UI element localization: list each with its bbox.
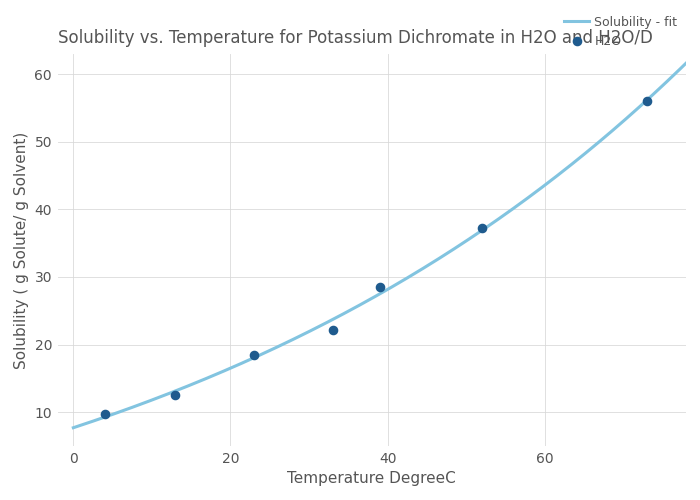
Solubility - fit bbox=[571, 158, 580, 164]
Solubility - fit bbox=[400, 276, 409, 282]
Solubility - fit bbox=[667, 74, 676, 80]
Legend: Solubility - fit, H2O: Solubility - fit, H2O bbox=[562, 13, 680, 51]
X-axis label: Temperature DegreeC: Temperature DegreeC bbox=[288, 471, 456, 486]
Y-axis label: Solubility ( g Solute/ g Solvent): Solubility ( g Solute/ g Solvent) bbox=[14, 132, 29, 368]
Text: Solubility vs. Temperature for Potassium Dichromate in H2O and H2O/D: Solubility vs. Temperature for Potassium… bbox=[57, 28, 652, 46]
Solubility - fit bbox=[434, 256, 442, 262]
H2O bbox=[327, 326, 338, 334]
H2O bbox=[476, 224, 487, 232]
H2O bbox=[641, 97, 652, 105]
Solubility - fit bbox=[69, 424, 78, 430]
Solubility - fit bbox=[364, 298, 372, 304]
H2O bbox=[374, 283, 385, 291]
H2O bbox=[99, 410, 111, 418]
H2O bbox=[170, 392, 181, 400]
H2O bbox=[248, 350, 260, 358]
Line: Solubility - fit: Solubility - fit bbox=[74, 63, 686, 428]
Solubility - fit bbox=[682, 60, 690, 66]
Solubility - fit bbox=[360, 300, 369, 306]
